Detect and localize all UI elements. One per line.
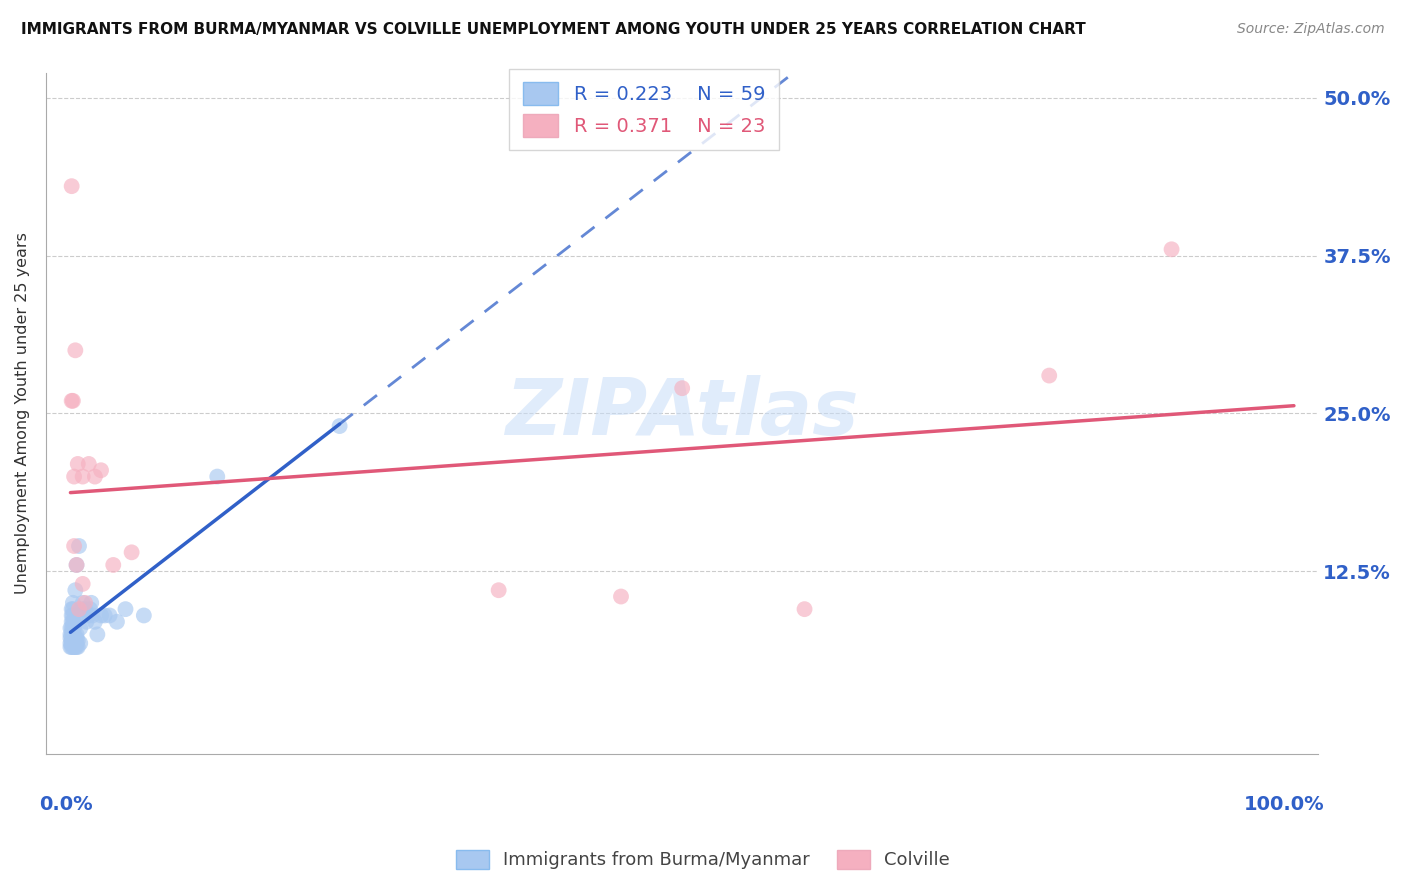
Point xyxy=(65,631,87,645)
Point xyxy=(84,615,107,629)
Point xyxy=(60,179,83,194)
Point xyxy=(60,608,83,623)
Point xyxy=(103,558,125,572)
Point xyxy=(67,602,90,616)
Point xyxy=(63,631,86,645)
Point xyxy=(98,608,121,623)
Point xyxy=(65,558,87,572)
Point xyxy=(610,590,633,604)
Y-axis label: Unemployment Among Youth under 25 years: Unemployment Among Youth under 25 years xyxy=(15,233,30,594)
Point xyxy=(60,393,83,408)
Point xyxy=(69,621,91,635)
Point xyxy=(121,545,143,559)
Point xyxy=(59,627,82,641)
Point xyxy=(63,621,86,635)
Point xyxy=(60,636,83,650)
Point xyxy=(72,577,94,591)
Point xyxy=(72,469,94,483)
Point xyxy=(59,640,82,654)
Point xyxy=(73,608,96,623)
Point xyxy=(77,457,100,471)
Point xyxy=(72,596,94,610)
Point xyxy=(62,633,84,648)
Point xyxy=(63,469,86,483)
Point xyxy=(63,636,86,650)
Text: Source: ZipAtlas.com: Source: ZipAtlas.com xyxy=(1237,22,1385,37)
Point xyxy=(793,602,815,616)
Point xyxy=(62,596,84,610)
Point xyxy=(84,469,107,483)
Point xyxy=(59,631,82,645)
Point xyxy=(65,636,87,650)
Point xyxy=(63,539,86,553)
Point xyxy=(60,615,83,629)
Point xyxy=(132,608,155,623)
Point xyxy=(90,463,112,477)
Point xyxy=(65,640,87,654)
Point xyxy=(62,393,84,408)
Point xyxy=(62,640,84,654)
Legend: Immigrants from Burma/Myanmar, Colville: Immigrants from Burma/Myanmar, Colville xyxy=(447,841,959,879)
Point xyxy=(59,621,82,635)
Point xyxy=(79,602,101,616)
Point xyxy=(114,602,136,616)
Text: ZIPAtlas: ZIPAtlas xyxy=(505,376,859,451)
Point xyxy=(60,602,83,616)
Point xyxy=(65,627,87,641)
Point xyxy=(207,469,229,483)
Point xyxy=(1160,242,1182,256)
Point xyxy=(75,602,97,616)
Point xyxy=(62,615,84,629)
Point xyxy=(63,627,86,641)
Point xyxy=(93,608,115,623)
Point xyxy=(66,457,89,471)
Point xyxy=(65,583,87,598)
Text: IMMIGRANTS FROM BURMA/MYANMAR VS COLVILLE UNEMPLOYMENT AMONG YOUTH UNDER 25 YEAR: IMMIGRANTS FROM BURMA/MYANMAR VS COLVILL… xyxy=(21,22,1085,37)
Point xyxy=(69,636,91,650)
Point xyxy=(66,633,89,648)
Point xyxy=(105,615,128,629)
Point xyxy=(329,419,352,434)
Point xyxy=(62,602,84,616)
Point xyxy=(75,596,97,610)
Point xyxy=(65,640,87,654)
Point xyxy=(671,381,693,395)
Point xyxy=(75,615,97,629)
Point xyxy=(80,596,103,610)
Legend: R = 0.223    N = 59, R = 0.371    N = 23: R = 0.223 N = 59, R = 0.371 N = 23 xyxy=(509,69,779,151)
Point xyxy=(60,640,83,654)
Point xyxy=(86,627,108,641)
Point xyxy=(59,636,82,650)
Point xyxy=(90,608,112,623)
Point xyxy=(60,621,83,635)
Point xyxy=(65,558,87,572)
Point xyxy=(60,627,83,641)
Point xyxy=(67,539,90,553)
Point xyxy=(62,621,84,635)
Point xyxy=(62,608,84,623)
Point xyxy=(63,640,86,654)
Point xyxy=(66,640,89,654)
Point xyxy=(77,608,100,623)
Point xyxy=(62,627,84,641)
Point xyxy=(60,633,83,648)
Text: 100.0%: 100.0% xyxy=(1244,796,1324,814)
Text: 0.0%: 0.0% xyxy=(39,796,93,814)
Point xyxy=(82,608,104,623)
Point xyxy=(65,633,87,648)
Point xyxy=(65,343,87,358)
Point xyxy=(1038,368,1060,383)
Point xyxy=(63,615,86,629)
Point xyxy=(488,583,510,598)
Point xyxy=(70,602,93,616)
